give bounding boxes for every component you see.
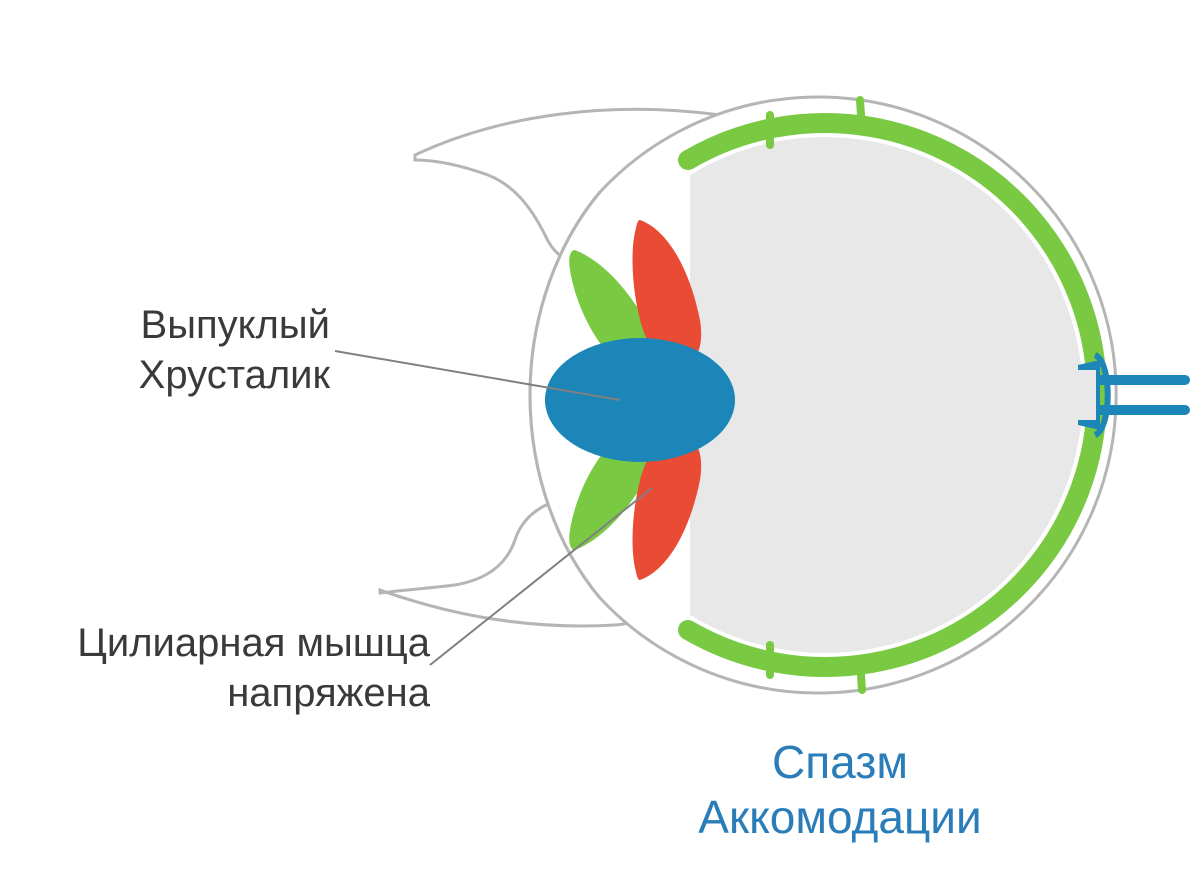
label-lens: Выпуклый Хрусталик bbox=[30, 300, 330, 400]
label-muscle-line1: Цилиарная мышца bbox=[77, 621, 430, 665]
label-lens-line2: Хрусталик bbox=[139, 353, 330, 397]
label-lens-line1: Выпуклый bbox=[141, 303, 330, 347]
lens bbox=[545, 338, 735, 462]
diagram-title: Спазм Аккомодации bbox=[600, 735, 1080, 845]
title-line1: Спазм bbox=[772, 736, 908, 788]
retina-tick-top-2 bbox=[860, 100, 862, 130]
title-line2: Аккомодации bbox=[698, 791, 981, 843]
optic-disc-gap bbox=[1072, 370, 1096, 420]
retina-tick-bot-2 bbox=[860, 660, 862, 690]
label-muscle-line2: напряжена bbox=[227, 671, 430, 715]
label-muscle: Цилиарная мышца напряжена bbox=[10, 618, 430, 718]
